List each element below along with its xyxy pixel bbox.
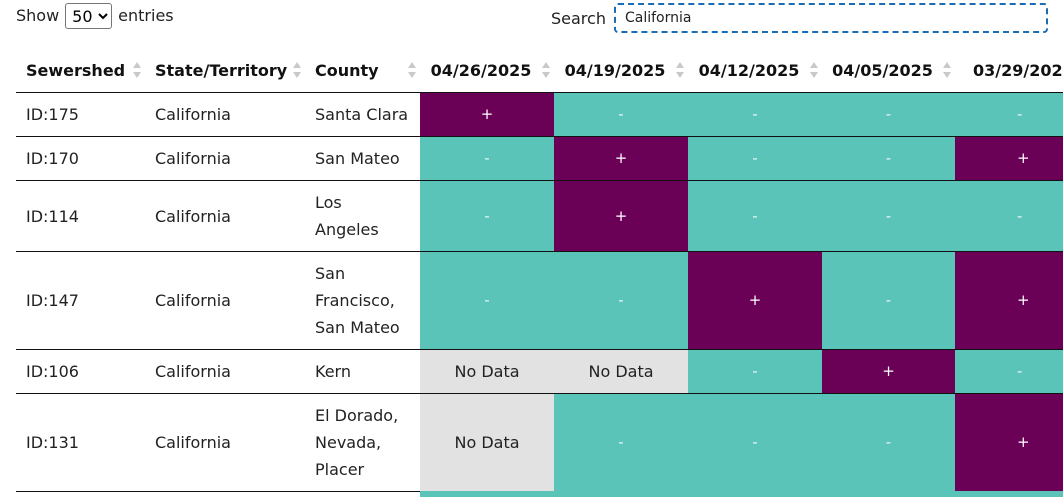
table-row: ID:175 California Santa Clara + - - - - [16, 92, 1063, 137]
result-cell: + [955, 251, 1063, 350]
results-table-container[interactable]: Sewershed State/Territory County 04/26/2… [16, 48, 1063, 492]
result-cell: - [554, 393, 688, 492]
show-label: Show [16, 6, 60, 25]
result-cell: - [822, 92, 955, 137]
sort-icon[interactable] [133, 62, 141, 78]
column-header-date-3[interactable]: 04/12/2025 [688, 48, 822, 93]
state-cell: California [145, 393, 305, 492]
search-label: Search [551, 8, 606, 28]
state-cell: California [145, 136, 305, 181]
table-row: ID:170 California San Mateo - + - - + [16, 136, 1063, 181]
sort-icon[interactable] [293, 62, 301, 78]
search-control: Search [551, 3, 1048, 33]
result-cell: - [822, 251, 955, 350]
result-cell: No Data [420, 349, 554, 394]
result-cell: + [688, 251, 822, 350]
state-cell: California [145, 180, 305, 252]
table-row: ID:114 California Los Angeles - + - - - [16, 180, 1063, 252]
column-header-sewershed[interactable]: Sewershed [16, 48, 145, 93]
state-cell: California [145, 251, 305, 350]
result-cell: + [955, 393, 1063, 492]
result-cell: + [554, 180, 688, 252]
result-cell: No Data [554, 349, 688, 394]
sewershed-cell: ID:131 [16, 393, 145, 492]
county-cell: Los Angeles [305, 180, 420, 252]
header-label: 03/29/2025 [973, 60, 1063, 80]
page-length-control: Show 50 entries [16, 3, 174, 29]
sort-icon[interactable] [676, 62, 684, 78]
page-length-select[interactable]: 50 [65, 3, 113, 29]
result-cell: - [554, 92, 688, 137]
column-header-state[interactable]: State/Territory [145, 48, 305, 93]
next-row-edge [420, 491, 1063, 497]
sort-icon[interactable] [943, 62, 951, 78]
header-label: 04/12/2025 [698, 60, 800, 80]
county-cell: Santa Clara [305, 92, 420, 137]
result-cell: - [688, 393, 822, 492]
county-cell: San Mateo [305, 136, 420, 181]
result-cell: - [420, 136, 554, 181]
table-row: ID:147 California San Francisco, San Mat… [16, 251, 1063, 350]
state-cell: California [145, 92, 305, 137]
header-label: County [315, 60, 379, 80]
result-cell: + [420, 92, 554, 137]
result-cell: - [554, 251, 688, 350]
header-label: 04/26/2025 [430, 60, 532, 80]
header-label: 04/19/2025 [564, 60, 666, 80]
column-header-county[interactable]: County [305, 48, 420, 93]
result-cell: - [955, 349, 1063, 394]
column-header-date-4[interactable]: 04/05/2025 [822, 48, 955, 93]
result-cell: - [822, 180, 955, 252]
result-cell: - [822, 136, 955, 181]
result-cell: - [688, 349, 822, 394]
sort-icon[interactable] [408, 62, 416, 78]
result-cell: - [688, 180, 822, 252]
result-cell: + [822, 349, 955, 394]
county-cell: El Dorado, Nevada, Placer [305, 393, 420, 492]
header-label: Sewershed [26, 60, 126, 80]
sewershed-cell: ID:147 [16, 251, 145, 350]
result-cell: - [688, 136, 822, 181]
table-controls: Show 50 entries Search [0, 0, 1063, 40]
sort-icon[interactable] [810, 62, 818, 78]
result-cell: - [688, 92, 822, 137]
sewershed-cell: ID:114 [16, 180, 145, 252]
sort-icon[interactable] [542, 62, 550, 78]
result-cell: - [822, 393, 955, 492]
result-cell: + [554, 136, 688, 181]
search-input[interactable] [613, 3, 1048, 33]
header-label: 04/05/2025 [832, 60, 933, 80]
county-cell: Kern [305, 349, 420, 394]
results-table: Sewershed State/Territory County 04/26/2… [16, 48, 1063, 492]
result-cell: No Data [420, 393, 554, 492]
header-row: Sewershed State/Territory County 04/26/2… [16, 48, 1063, 93]
sewershed-cell: ID:106 [16, 349, 145, 394]
result-cell: - [420, 180, 554, 252]
column-header-date-1[interactable]: 04/26/2025 [420, 48, 554, 93]
result-cell: - [955, 180, 1063, 252]
result-cell: - [955, 92, 1063, 137]
result-cell: + [955, 136, 1063, 181]
county-cell: San Francisco, San Mateo [305, 251, 420, 350]
result-cell: - [420, 251, 554, 350]
column-header-date-5[interactable]: 03/29/2025 [955, 48, 1063, 93]
column-header-date-2[interactable]: 04/19/2025 [554, 48, 688, 93]
sewershed-cell: ID:170 [16, 136, 145, 181]
header-label: State/Territory [155, 60, 288, 80]
state-cell: California [145, 349, 305, 394]
table-row: ID:131 California El Dorado, Nevada, Pla… [16, 393, 1063, 492]
sewershed-cell: ID:175 [16, 92, 145, 137]
table-row: ID:106 California Kern No Data No Data -… [16, 349, 1063, 394]
entries-label: entries [118, 6, 174, 25]
